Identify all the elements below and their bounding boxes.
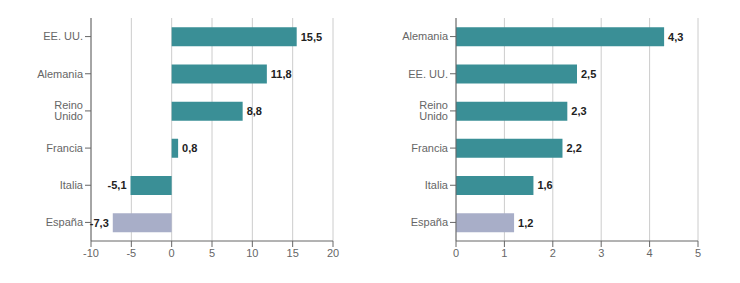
svg-text:1,2: 1,2 xyxy=(518,217,533,229)
svg-text:Alemania: Alemania xyxy=(37,68,84,80)
svg-text:5: 5 xyxy=(209,247,215,259)
svg-text:Italia: Italia xyxy=(60,179,84,191)
svg-text:2,5: 2,5 xyxy=(581,68,596,80)
svg-text:España: España xyxy=(411,216,449,228)
svg-text:15,5: 15,5 xyxy=(301,31,322,43)
svg-text:EE. UU.: EE. UU. xyxy=(43,30,83,42)
svg-text:Alemania: Alemania xyxy=(402,30,449,42)
svg-text:5: 5 xyxy=(695,247,701,259)
svg-text:ReinoUnido: ReinoUnido xyxy=(419,99,448,122)
svg-text:ReinoUnido: ReinoUnido xyxy=(54,99,83,122)
svg-text:-7,3: -7,3 xyxy=(90,217,109,229)
svg-text:4,3: 4,3 xyxy=(668,31,683,43)
svg-text:11,8: 11,8 xyxy=(271,68,292,80)
svg-text:4: 4 xyxy=(647,247,653,259)
svg-text:3: 3 xyxy=(598,247,604,259)
svg-text:2: 2 xyxy=(550,247,556,259)
svg-text:0: 0 xyxy=(169,247,175,259)
svg-text:15: 15 xyxy=(287,247,299,259)
svg-text:2,2: 2,2 xyxy=(566,142,581,154)
svg-text:0: 0 xyxy=(453,247,459,259)
svg-text:Francia: Francia xyxy=(46,142,84,154)
svg-text:Francia: Francia xyxy=(411,142,449,154)
svg-text:EE. UU.: EE. UU. xyxy=(408,68,448,80)
svg-text:-5,1: -5,1 xyxy=(108,179,127,191)
svg-text:10: 10 xyxy=(246,247,258,259)
svg-text:0,8: 0,8 xyxy=(182,142,197,154)
svg-text:1,6: 1,6 xyxy=(537,179,552,191)
svg-text:Italia: Italia xyxy=(425,179,449,191)
svg-text:2,3: 2,3 xyxy=(571,105,586,117)
svg-text:8,8: 8,8 xyxy=(247,105,262,117)
svg-text:-5: -5 xyxy=(126,247,136,259)
svg-text:20: 20 xyxy=(327,247,339,259)
svg-text:España: España xyxy=(46,216,84,228)
svg-text:1: 1 xyxy=(501,247,507,259)
svg-text:-10: -10 xyxy=(83,247,99,259)
